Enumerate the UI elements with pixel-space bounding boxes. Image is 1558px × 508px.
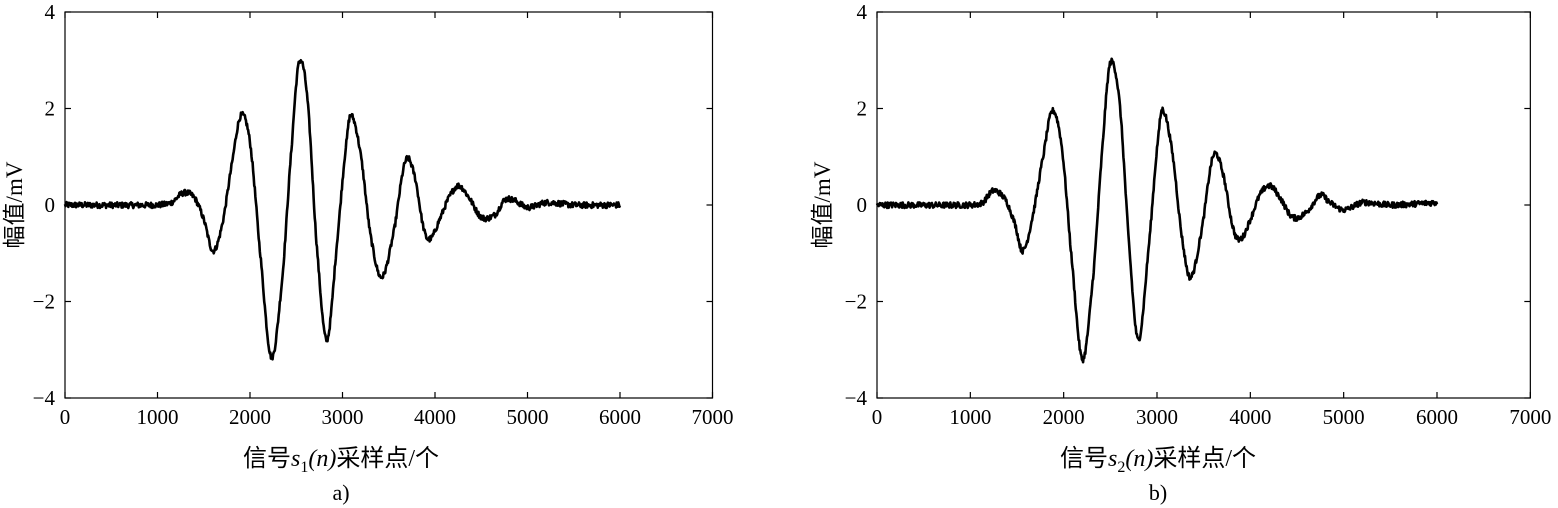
y-tick-label: 0 (857, 193, 868, 217)
x-tick-label: 1000 (949, 405, 991, 429)
y-tick-label: −2 (845, 290, 867, 314)
x-tick-label: 6000 (599, 405, 641, 429)
x-tick-label: 2000 (1043, 405, 1085, 429)
x-tick-label: 3000 (1136, 405, 1178, 429)
panel-label: a) (332, 480, 349, 505)
x-tick-label: 0 (60, 405, 71, 429)
y-tick-label: −4 (33, 386, 56, 410)
x-tick-label: 4000 (1229, 405, 1271, 429)
y-tick-label: 4 (45, 0, 56, 24)
x-tick-label: 0 (872, 405, 883, 429)
x-tick-label: 5000 (1323, 405, 1365, 429)
x-tick-label: 6000 (1416, 405, 1458, 429)
x-axis-label: 信号s2(n)采样点/个 (1060, 445, 1256, 476)
y-tick-label: −4 (845, 386, 868, 410)
panel-label: b) (1149, 480, 1167, 505)
x-tick-label: 5000 (507, 405, 549, 429)
x-tick-label: 2000 (229, 405, 271, 429)
signal-series-line (63, 58, 622, 361)
chart-panel-b: 0 1000 2000 3000 4000 5000 6000 7000 4 2 0 −2 −4 幅值/m… (810, 0, 1551, 505)
y-tick-label: 2 (45, 97, 56, 121)
x-tick-label: 3000 (322, 405, 364, 429)
chart-panel-a: 0 1000 2000 3000 4000 5000 6000 7000 4 2 0 −2 −4 幅值/m… (2, 0, 734, 505)
x-axis-label: 信号s1(n)采样点/个 (243, 445, 439, 476)
y-axis-label: 幅值/mV (2, 161, 27, 248)
y-tick-label: 4 (857, 0, 868, 24)
x-tick-label: 7000 (692, 405, 734, 429)
y-axis-label: 幅值/mV (810, 161, 835, 248)
x-tick-label: 4000 (414, 405, 456, 429)
y-tick-label: 2 (857, 97, 868, 121)
y-tick-label: −2 (33, 290, 55, 314)
x-tick-label: 7000 (1509, 405, 1551, 429)
x-tick-label: 1000 (137, 405, 179, 429)
y-tick-label: 0 (45, 193, 56, 217)
signal-series-line (875, 57, 1439, 364)
